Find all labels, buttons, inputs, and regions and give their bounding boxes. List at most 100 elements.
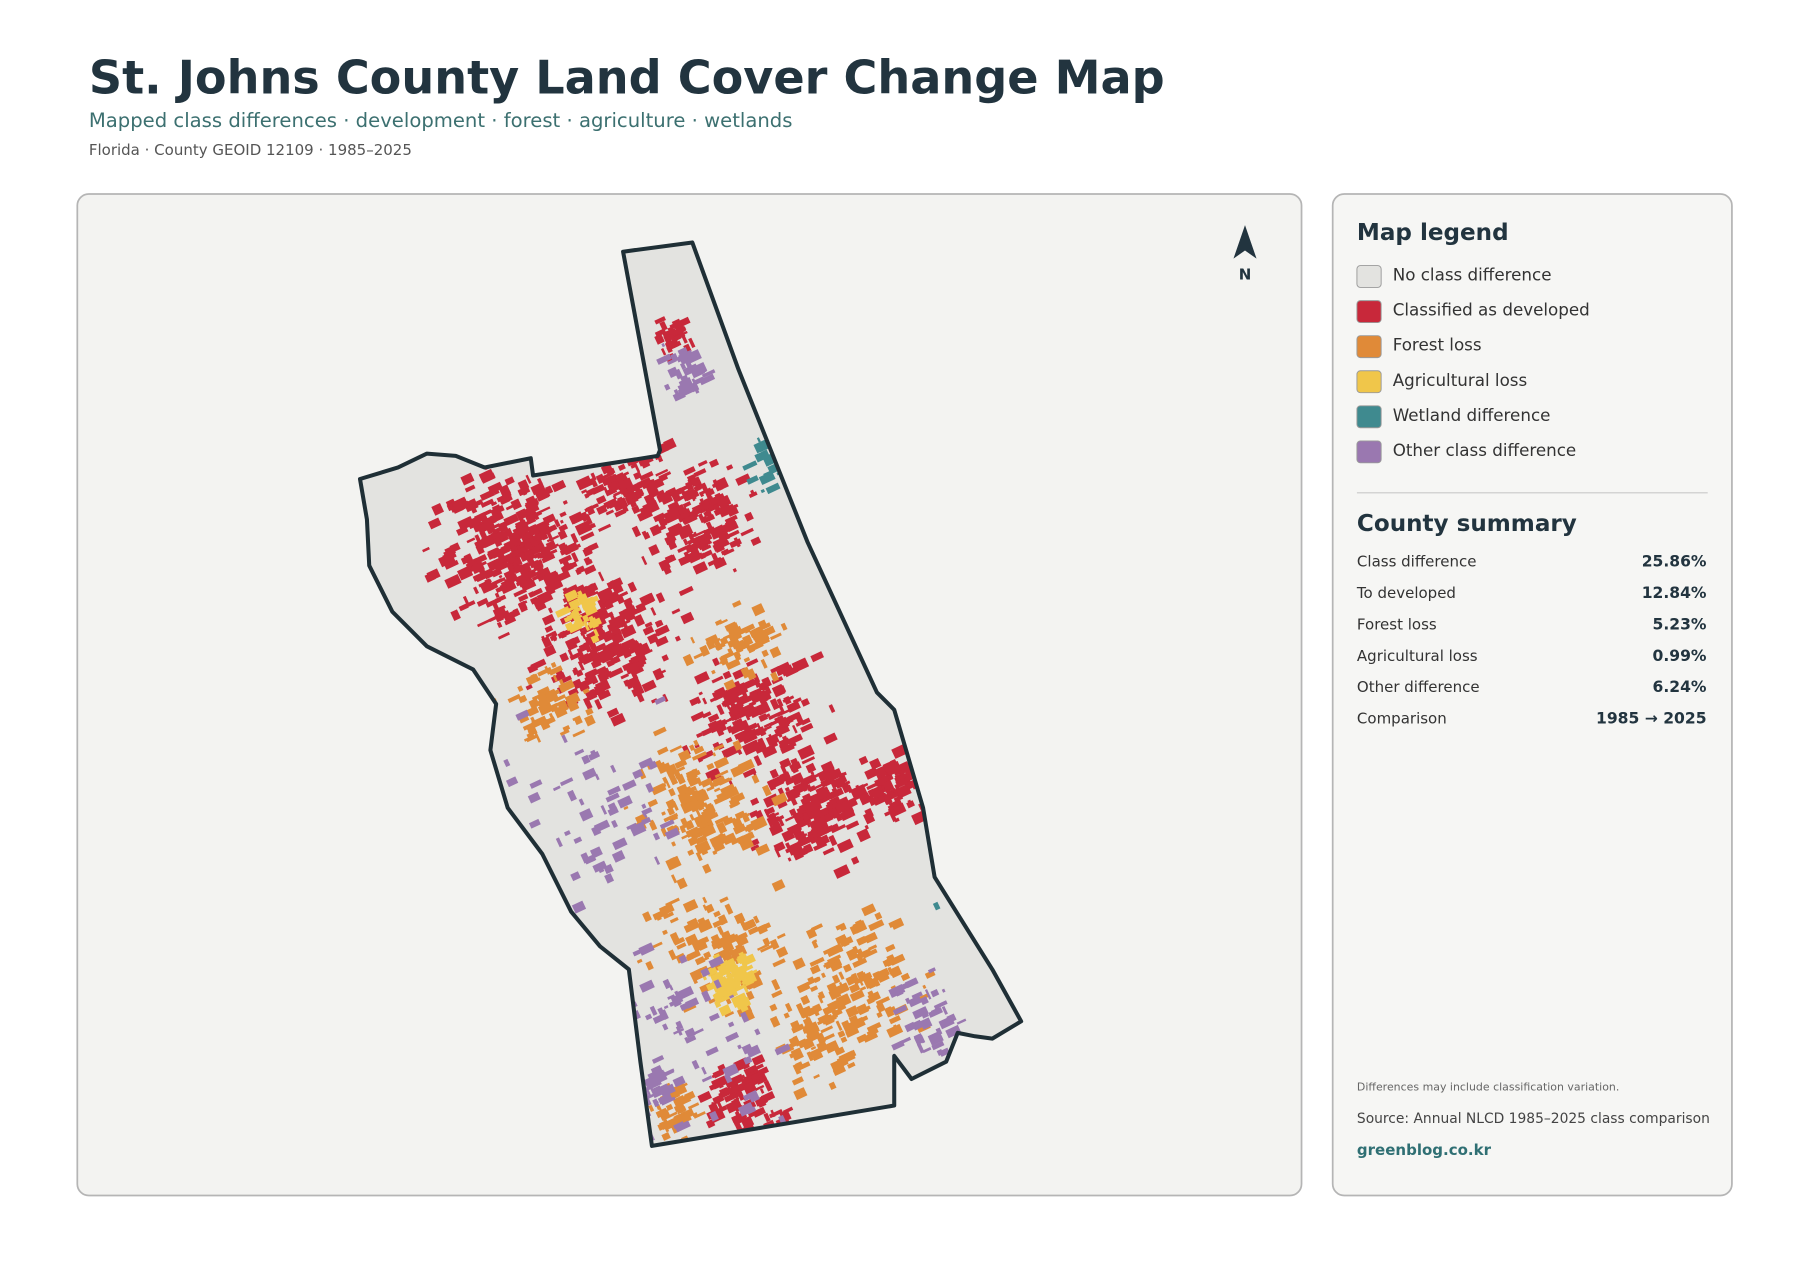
change-patch <box>759 681 769 692</box>
change-patch <box>681 833 690 840</box>
change-patch <box>559 630 567 639</box>
change-patch <box>697 1090 712 1103</box>
change-patch <box>776 933 786 940</box>
change-patch <box>692 384 700 394</box>
change-patch <box>771 676 784 685</box>
change-patch <box>679 1113 687 1124</box>
change-patch <box>590 749 596 755</box>
change-patch <box>742 678 757 690</box>
change-patch <box>652 832 661 841</box>
change-patch <box>734 996 752 1011</box>
summary-value: 1985 → 2025 <box>1596 710 1707 728</box>
change-patch <box>570 532 579 544</box>
change-patch <box>800 819 806 825</box>
change-patch <box>682 523 694 537</box>
change-patch <box>718 1004 732 1017</box>
change-patch <box>541 553 556 564</box>
change-patch <box>589 647 600 660</box>
change-patch <box>657 1093 673 1105</box>
change-patch <box>647 633 659 645</box>
change-patch <box>662 693 669 703</box>
change-patch <box>685 954 694 962</box>
change-patch <box>712 557 727 570</box>
change-patch <box>496 551 507 564</box>
change-patch <box>741 977 748 984</box>
change-patch <box>832 1065 847 1077</box>
change-patch <box>572 729 586 738</box>
change-patch <box>667 994 676 1000</box>
change-patch <box>457 565 474 581</box>
change-patch <box>924 989 932 1000</box>
change-patch <box>930 988 940 998</box>
legend-label: Agricultural loss <box>1393 370 1528 390</box>
change-patch <box>680 374 689 382</box>
change-patch <box>691 378 698 388</box>
change-patch <box>601 629 615 643</box>
change-patch <box>714 769 729 779</box>
change-patch <box>824 1040 840 1054</box>
change-patch <box>837 944 844 953</box>
change-patch <box>895 989 904 997</box>
site: greenblog.co.kr <box>1357 1141 1492 1159</box>
change-patch <box>729 964 738 973</box>
change-patch <box>703 951 712 959</box>
change-patch <box>806 1051 814 1062</box>
legend-label: Classified as developed <box>1393 300 1590 320</box>
change-patch <box>678 954 688 964</box>
change-patch <box>615 650 625 658</box>
change-patch <box>561 557 570 568</box>
change-patch <box>769 698 780 711</box>
change-patch <box>528 587 543 598</box>
change-patch <box>588 751 601 761</box>
change-patch <box>504 476 515 486</box>
change-patch <box>828 704 836 713</box>
change-patch <box>713 743 725 752</box>
change-patch <box>689 813 695 821</box>
change-patch <box>580 531 595 542</box>
change-patch <box>678 585 694 597</box>
change-patch <box>610 633 623 645</box>
change-patch <box>537 666 552 677</box>
change-patch <box>603 863 614 875</box>
change-patch <box>769 1015 781 1028</box>
source: Source: Annual NLCD 1985–2025 class comp… <box>1357 1111 1710 1127</box>
change-patch <box>768 1108 783 1119</box>
change-patch <box>710 971 724 982</box>
change-patch <box>701 499 712 511</box>
change-patch <box>701 726 715 737</box>
change-patch <box>537 701 554 716</box>
change-patch <box>687 849 695 856</box>
change-patch <box>740 527 754 537</box>
change-patch <box>835 933 848 945</box>
change-patch <box>922 984 927 990</box>
change-patch <box>842 963 852 973</box>
change-patch <box>774 1043 791 1056</box>
change-patch <box>797 834 803 840</box>
legend-swatch <box>1356 335 1382 359</box>
change-patch <box>620 624 637 639</box>
change-patch <box>741 690 749 701</box>
change-patch <box>671 318 683 329</box>
change-patch <box>685 542 699 554</box>
change-patch <box>745 990 755 1001</box>
change-patch <box>657 1103 663 1112</box>
change-patch <box>590 634 600 644</box>
change-patch <box>799 782 810 791</box>
change-patch <box>475 499 484 507</box>
change-patch <box>744 969 758 978</box>
change-patch <box>674 1120 691 1133</box>
change-patch <box>763 1112 771 1123</box>
change-patch <box>666 506 680 519</box>
change-patch <box>702 863 712 874</box>
change-patch <box>552 674 558 682</box>
change-patch <box>584 633 596 644</box>
change-patch <box>473 586 479 595</box>
change-patch <box>785 844 799 854</box>
change-patch <box>472 570 489 582</box>
change-patch <box>645 782 655 793</box>
change-patch <box>661 654 669 662</box>
change-patch <box>563 830 571 837</box>
change-patch <box>732 600 742 608</box>
change-patch <box>668 949 677 961</box>
change-patch <box>654 316 666 325</box>
